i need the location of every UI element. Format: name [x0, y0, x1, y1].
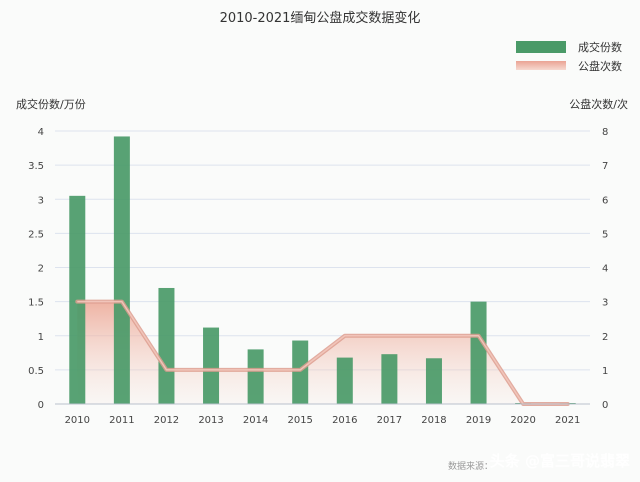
- x-tick-label: 2013: [198, 415, 223, 426]
- watermark-text: 头条 @富三哥说翡翠: [490, 452, 630, 470]
- bar-2015: [292, 340, 309, 404]
- y-left-tick-label: 0: [38, 400, 44, 411]
- x-tick-label: 2020: [510, 415, 535, 426]
- y-right-tick-label: 1: [602, 366, 608, 377]
- bar-2013: [203, 327, 220, 404]
- bar-2019: [470, 301, 487, 404]
- bar-2016: [336, 357, 353, 404]
- y-right-tick-label: 4: [602, 264, 608, 275]
- y-left-tick-label: 2: [38, 264, 44, 275]
- x-tick-label: 2019: [466, 415, 491, 426]
- y-left-tick-label: 1: [38, 332, 44, 343]
- x-tick-label: 2017: [377, 415, 402, 426]
- source-text: 数据来源：: [448, 460, 493, 472]
- y-right-tick-label: 8: [602, 127, 608, 138]
- legend: 成交份数 公盘次数: [516, 40, 622, 73]
- legend-label-line: 公盘次数: [578, 59, 622, 73]
- y-right-tick-label: 6: [602, 195, 608, 206]
- x-tick-label: 2015: [287, 415, 312, 426]
- x-tick-label: 2021: [555, 415, 580, 426]
- line-series: [75, 299, 570, 406]
- bar-2011: [113, 136, 130, 404]
- legend-label-bars: 成交份数: [578, 40, 622, 54]
- chart-title: 2010-2021缅甸公盘成交数据变化: [220, 10, 421, 26]
- bar-2017: [381, 354, 398, 404]
- y-right-tick-label: 3: [602, 298, 608, 309]
- x-tick-label: 2018: [421, 415, 446, 426]
- bars: [69, 136, 576, 404]
- y-left-tick-label: 0.5: [28, 366, 44, 377]
- x-tick-label: 2016: [332, 415, 357, 426]
- y-left-ticks: 0 0.5 1 1.5 2 2.5 3 3.5 4: [28, 127, 44, 411]
- bar-2014: [247, 349, 264, 404]
- y-left-tick-label: 2.5: [28, 229, 44, 240]
- y-left-tick-label: 4: [38, 127, 44, 138]
- y-right-tick-label: 2: [602, 332, 608, 343]
- y-right-ticks: 0 1 2 3 4 5 6 7 8: [602, 127, 608, 411]
- x-tick-label: 2012: [154, 415, 179, 426]
- y-left-tick-label: 3: [38, 195, 44, 206]
- x-tick-label: 2014: [243, 415, 268, 426]
- y-right-tick-label: 0: [602, 400, 608, 411]
- y-left-tick-label: 1.5: [28, 298, 44, 309]
- x-tick-label: 2010: [65, 415, 90, 426]
- line-path-highlight: [77, 300, 568, 405]
- y-right-tick-label: 7: [602, 161, 608, 172]
- legend-swatch-bars: [516, 41, 566, 53]
- bar-2018: [425, 358, 442, 404]
- x-tick-label: 2011: [109, 415, 134, 426]
- y-left-axis-title: 成交份数/万份: [16, 97, 86, 111]
- x-axis: 2010 2011 2012 2013 2014 2015 2016 2017 2018 2019…: [55, 403, 590, 426]
- y-right-axis-title: 公盘次数/次: [569, 97, 628, 111]
- y-left-tick-label: 3.5: [28, 161, 44, 172]
- y-right-tick-label: 5: [602, 229, 608, 240]
- legend-swatch-line: [516, 61, 566, 70]
- bar-2012: [158, 287, 175, 404]
